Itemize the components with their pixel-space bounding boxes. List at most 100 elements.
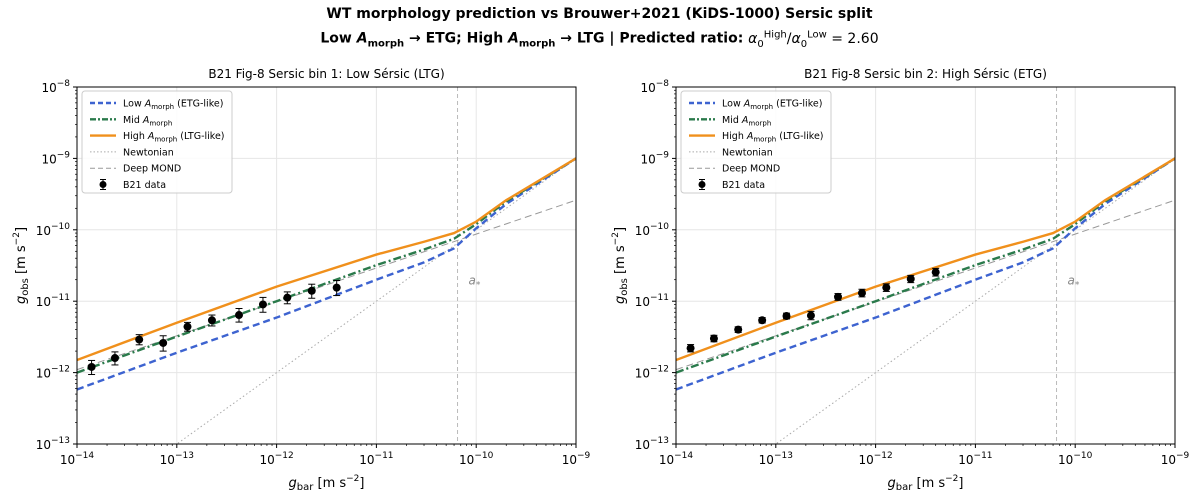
- y-tick-label: 10−11: [635, 293, 669, 309]
- subtitle-high-label: High: [466, 30, 509, 47]
- y-tick-exp: −9: [57, 150, 71, 160]
- y-tick-label: 10−10: [635, 222, 670, 238]
- data-point: [758, 316, 767, 325]
- x-tick-label: 10−11: [958, 451, 992, 467]
- subtitle-alpha-2: α: [791, 30, 801, 47]
- data-point: [806, 311, 815, 320]
- x-tick-label: 10−10: [1058, 451, 1093, 467]
- subtitle-zero: 0: [757, 38, 764, 50]
- x-label-unit: [m s: [313, 476, 346, 491]
- y-label-main: g: [14, 296, 29, 304]
- data-point: [235, 311, 244, 320]
- y-tick-label: 10−8: [640, 79, 669, 95]
- legend-text-a: Low: [123, 99, 145, 110]
- data-point: [882, 283, 891, 292]
- x-label-close: ]: [958, 476, 963, 491]
- legend-label-mond: Deep MOND: [722, 164, 780, 175]
- data-point: [159, 338, 168, 347]
- panel-title: B21 Fig-8 Sersic bin 1: Low Sérsic (LTG): [208, 67, 444, 81]
- legend-symbol: A: [147, 131, 155, 142]
- subtitle-zero-2: 0: [800, 38, 808, 50]
- legend-text-a: Newtonian: [722, 147, 773, 158]
- y-tick-label: 10−9: [41, 150, 70, 166]
- x-tick-exp: −12: [275, 451, 294, 461]
- y-axis-label: gobs [m s−2]: [12, 227, 31, 304]
- y-tick-label: 10−12: [635, 365, 669, 381]
- y-label-close: ]: [613, 227, 628, 232]
- y-tick-label: 10−13: [635, 436, 669, 452]
- x-label-close: ]: [359, 476, 364, 491]
- x-tick-base: 10: [1161, 453, 1176, 467]
- panel-title: B21 Fig-8 Sersic bin 2: High Sérsic (ETG…: [804, 67, 1047, 81]
- y-tick-base: 10: [36, 224, 51, 238]
- legend-marker-point: [698, 181, 706, 188]
- series-line-high: [676, 157, 1175, 362]
- legend-label-low: Low Amorph (ETG-like): [722, 99, 822, 112]
- y-tick-base: 10: [635, 295, 650, 309]
- legend-text-b: (LTG-like): [776, 131, 823, 142]
- legend-text-a: Low: [722, 99, 744, 110]
- legend-text-a: Mid: [123, 115, 143, 126]
- data-point: [307, 286, 316, 295]
- data-point: [332, 283, 341, 292]
- y-tick-exp: −13: [650, 436, 669, 446]
- x-axis-label: gbar [m s−2]: [289, 474, 365, 493]
- subtitle-equals: = 2.60: [826, 30, 879, 47]
- y-tick-base: 10: [640, 152, 655, 166]
- y-tick-exp: −8: [57, 79, 71, 89]
- y-tick-base: 10: [635, 367, 650, 381]
- y-axis-label: gobs [m s−2]: [611, 227, 630, 304]
- legend-text-a: Mid: [722, 115, 742, 126]
- x-label-exp: −2: [945, 474, 958, 484]
- x-label-exp: −2: [346, 474, 359, 484]
- panel-1: a*10−14 10−13 10−12 10−11 10−10 10−910−1310−1…: [12, 67, 591, 493]
- series-line-mid: [676, 157, 1175, 374]
- x-tick-base: 10: [1058, 453, 1073, 467]
- y-tick-label: 10−13: [36, 436, 70, 452]
- y-label-unit: [m s: [613, 245, 628, 278]
- ticks: [73, 86, 577, 448]
- legend-symbol: A: [746, 131, 754, 142]
- y-tick-base: 10: [41, 81, 56, 95]
- legend-text-a: High: [123, 131, 148, 142]
- x-tick-base: 10: [858, 453, 873, 467]
- y-tick-label: 10−12: [36, 365, 70, 381]
- a-star-label: a*: [1068, 274, 1080, 291]
- legend-text-b: (ETG-like): [174, 99, 223, 110]
- subtitle-symbol-a-2: A: [508, 30, 519, 47]
- legend-symbol: A: [743, 99, 751, 110]
- x-tick-base: 10: [60, 453, 75, 467]
- y-tick-base: 10: [36, 295, 51, 309]
- x-tick-exp: −11: [974, 451, 993, 461]
- legend-label-data: B21 data: [722, 180, 765, 191]
- subtitle-low-label: Low: [320, 30, 357, 47]
- legend-text-a: Deep MOND: [123, 164, 181, 175]
- a-star-sub: *: [1075, 281, 1080, 291]
- data-point: [834, 292, 843, 301]
- plot-area: [676, 87, 1175, 444]
- y-tick-base: 10: [640, 81, 655, 95]
- y-tick-label: 10−11: [36, 293, 70, 309]
- data-point: [258, 300, 267, 309]
- y-tick-exp: −10: [650, 222, 669, 232]
- x-tick-base: 10: [759, 453, 774, 467]
- legend-text-a: Deep MOND: [722, 164, 780, 175]
- legend-label-mid: Mid Amorph: [123, 115, 172, 128]
- axes-frame: [76, 86, 577, 445]
- y-label-sub: obs: [20, 278, 31, 296]
- legend-label-data: B21 data: [123, 180, 166, 191]
- x-tick-label: 10−10: [459, 451, 494, 467]
- data-point: [283, 293, 292, 302]
- data-point: [709, 334, 718, 343]
- y-tick-exp: −11: [650, 293, 669, 303]
- x-axis-label: gbar [m s−2]: [888, 474, 964, 493]
- a-star-label: a*: [469, 274, 481, 291]
- legend-text-a: B21 data: [123, 180, 166, 191]
- data-point: [931, 268, 940, 277]
- ticks: [672, 86, 1176, 448]
- legend-marker-point: [99, 181, 107, 188]
- x-tick-label: 10−13: [160, 451, 194, 467]
- series-line-newton: [774, 157, 1175, 444]
